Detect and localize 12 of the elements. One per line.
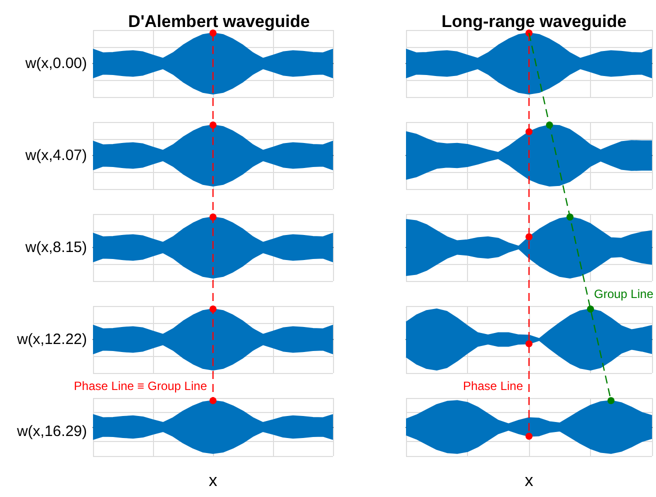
y-axis-title: w(x,8.15) [24, 239, 87, 256]
text: Phase Line ≡ Group Line [74, 379, 208, 393]
y-axis-title: w(x,12.22) [16, 331, 87, 348]
text: Group Line [594, 287, 654, 301]
text: Phase Line [462, 379, 524, 393]
x-axis-title: x [524, 471, 534, 490]
x-axis-title: x [208, 471, 218, 490]
y-axis-title: w(x,4.07) [24, 147, 87, 164]
chart-title: D'Alembert waveguide [128, 12, 310, 31]
y-axis-title: w(x,0.00) [24, 55, 87, 72]
y-axis-title: w(x,16.29) [16, 423, 87, 440]
chart-title: Long-range waveguide [441, 12, 627, 31]
